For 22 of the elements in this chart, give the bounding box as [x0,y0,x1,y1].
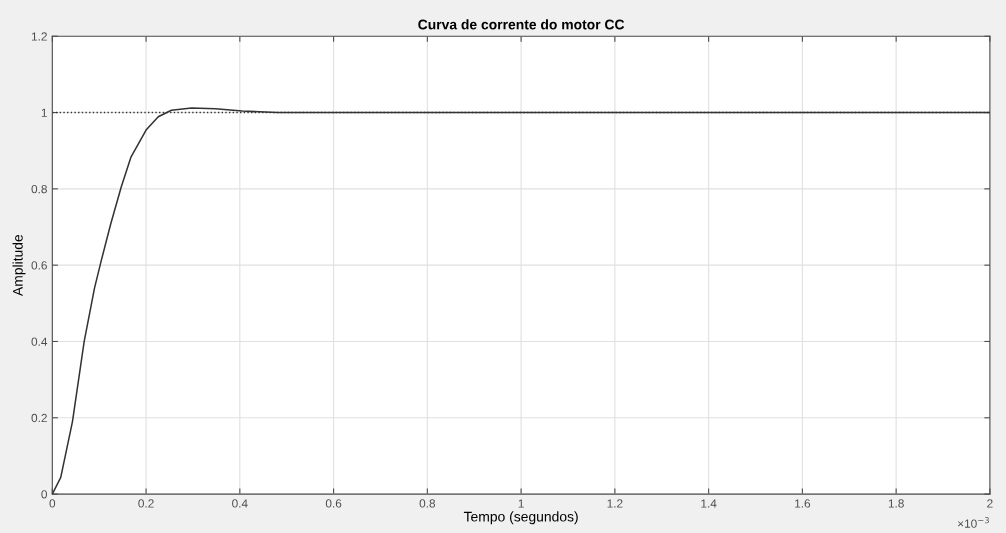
x-tick-label: 1.2 [607,499,623,508]
y-tick-label: 1 [41,108,47,117]
y-tick-label: 0.6 [31,261,47,270]
x-tick-label: 0.8 [419,499,436,508]
y-tick-label: 0.2 [31,413,47,423]
x-axis-title: Tempo (segundos) [463,511,578,525]
x-tick-label: 0.2 [138,499,154,508]
x-tick-label: 0 [49,499,56,508]
x-tick-label: 0.4 [232,499,248,508]
x-tick-label: 1.4 [701,499,717,508]
x-tick-label: 1.8 [888,499,904,508]
y-tick-label: 0 [41,490,47,499]
y-tick-label: 1.2 [31,32,47,41]
chart-title: Curva de corrente do motor CC [418,19,625,30]
x-tick-label: 1 [518,499,524,508]
x-tick-label: 0.6 [325,499,342,508]
y-axis-title: Amplitude [12,234,26,297]
y-tick-label: 0.8 [31,184,47,194]
y-tick-label: 0.4 [31,337,48,346]
x-tick-label: 2 [987,499,993,508]
text: ×10$^{−3}$ [958,517,989,528]
x-tick-label: 1.6 [795,499,811,508]
